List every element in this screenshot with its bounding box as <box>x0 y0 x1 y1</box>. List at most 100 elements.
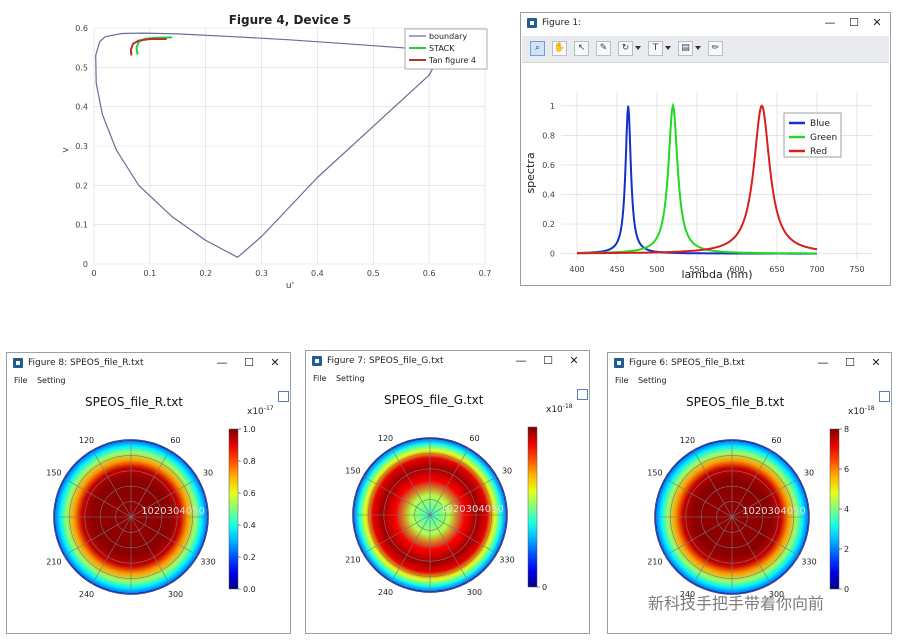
polar-title: SPEOS_file_B.txt <box>686 395 785 409</box>
figure4-canvas: 0 0.1 0.2 0.3 0.4 0.5 0.6 0.7 0 0.1 0.2 0.3 0.4 0.5 0.… <box>61 13 492 291</box>
polar-grid-spoke <box>429 514 497 554</box>
fig1-ytick: 0.6 <box>542 161 555 170</box>
colorbar-tick-label: 0 <box>844 585 849 594</box>
figure6-window[interactable]: Figure 6: SPEOS_file_B.txt — ☐ ✕ File Se… <box>607 352 892 634</box>
minimize-button[interactable]: — <box>824 16 836 29</box>
figure1-xlabel: lambda (nm) <box>682 268 753 281</box>
colorbar-multiplier: x10-17 <box>247 405 274 417</box>
fig4-xtick: 0.6 <box>423 269 436 278</box>
polar-angle-label: 60 <box>170 436 180 445</box>
colorbar-tick-label: 0.4 <box>243 521 256 530</box>
app-icon <box>13 358 23 368</box>
zoom-icon[interactable]: ⌕ <box>530 41 545 56</box>
polar-angle-label: 120 <box>680 436 695 445</box>
rotate-icon[interactable]: ↻ <box>618 41 633 56</box>
polar-grid-spoke <box>429 476 497 516</box>
pan-icon[interactable]: ✋ <box>552 41 567 56</box>
maximize-button[interactable]: ☐ <box>244 356 254 369</box>
text-icon[interactable]: T <box>648 41 663 56</box>
brush-icon[interactable]: ✎ <box>596 41 611 56</box>
figure4-title: Figure 4, Device 5 <box>229 13 352 27</box>
polar-grid-spoke <box>130 516 198 556</box>
figure1-window[interactable]: Figure 1: — ☐ ✕ ⌕ ✋ ↖ ✎ ↻ T ▤ ✏ 400 450 50… <box>520 12 891 286</box>
insert-icon[interactable]: ▤ <box>678 41 693 56</box>
polar-angle-label: 240 <box>79 590 94 599</box>
colorbar-tick-label: 6 <box>844 465 849 474</box>
figure4-xlabel: u' <box>286 281 294 291</box>
insert-dropdown-icon[interactable] <box>695 46 701 50</box>
polar-angle-label: 150 <box>345 467 360 476</box>
figure4-legend: boundary STACK Tan figure 4 <box>404 28 488 70</box>
polar-plot: 60 30 330 300 240 210 150 120 1020304050 1.0 0.8 0.… <box>46 425 256 599</box>
fig1-xtick: 600 <box>729 265 744 274</box>
menu-file[interactable]: File <box>313 374 327 383</box>
polar-angle-label: 330 <box>499 556 514 565</box>
polar-grid-spoke <box>64 478 132 518</box>
polar-titlebar[interactable]: Figure 8: SPEOS_file_R.txt — ☐ ✕ <box>7 353 290 375</box>
close-button[interactable]: ✕ <box>270 356 280 369</box>
polar-grid-spoke <box>363 514 431 554</box>
polar-grid-spoke <box>429 514 469 582</box>
menu-setting[interactable]: Setting <box>36 376 66 385</box>
text-dropdown-icon[interactable] <box>665 46 671 50</box>
figure8-window[interactable]: Figure 8: SPEOS_file_R.txt — ☐ ✕ File Se… <box>6 352 291 634</box>
pencil-icon[interactable]: ✏ <box>708 41 723 56</box>
polar-angle-label: 210 <box>647 558 662 567</box>
fig1-xtick: 400 <box>569 265 584 274</box>
polar-radial-labels: 1020304050 <box>742 506 806 517</box>
menu-setting[interactable]: Setting <box>335 374 365 383</box>
figure1-window-title: Figure 1: <box>542 18 582 28</box>
maximize-button[interactable]: ☐ <box>845 356 855 369</box>
polar-grid-spoke <box>92 516 132 584</box>
menu-file[interactable]: File <box>14 376 28 385</box>
figure1-canvas: 400 450 500 550 600 650 700 750 0 0.2 0.4 0.6 0.8 1 l… <box>524 91 873 281</box>
rotate-dropdown-icon[interactable] <box>635 46 641 50</box>
polar-angle-label: 300 <box>467 588 482 597</box>
polar-grid-spoke <box>693 516 733 584</box>
toggle-checkbox-icon[interactable] <box>879 391 890 402</box>
fig4-xtick: 0.4 <box>311 269 324 278</box>
maximize-button[interactable]: ☐ <box>849 16 859 29</box>
minimize-button[interactable]: — <box>817 356 829 369</box>
colorbar-tick-label: 0 <box>542 583 547 592</box>
close-button[interactable]: ✕ <box>569 354 579 367</box>
colorbar <box>829 428 840 590</box>
pointer-icon[interactable]: ↖ <box>574 41 589 56</box>
polar-grid-spoke <box>693 450 733 518</box>
fig4-ytick: 0.4 <box>75 103 88 112</box>
colorbar-tick-label: 4 <box>844 505 849 514</box>
polar-window-title: Figure 6: SPEOS_file_B.txt <box>629 358 745 368</box>
polar-titlebar[interactable]: Figure 7: SPEOS_file_G.txt — ☐ ✕ <box>306 351 589 373</box>
colorbar-tick-label: 0.0 <box>243 585 256 594</box>
polar-menubar: File Setting <box>306 374 365 388</box>
polar-window-title: Figure 7: SPEOS_file_G.txt <box>327 356 444 366</box>
polar-grid-spoke <box>731 516 799 556</box>
polar-grid-spoke <box>731 450 771 518</box>
minimize-button[interactable]: — <box>515 354 527 367</box>
close-button[interactable]: ✕ <box>872 16 882 29</box>
polar-title: SPEOS_file_G.txt <box>384 393 484 407</box>
polar-grid-spoke <box>92 450 132 518</box>
fig1-xtick: 450 <box>609 265 624 274</box>
fig4-xtick: 0.2 <box>199 269 212 278</box>
close-button[interactable]: ✕ <box>871 356 881 369</box>
colorbar-tick-label: 0.2 <box>243 553 256 562</box>
polar-angle-label: 120 <box>79 436 94 445</box>
polar-titlebar[interactable]: Figure 6: SPEOS_file_B.txt — ☐ ✕ <box>608 353 891 375</box>
menu-file[interactable]: File <box>615 376 629 385</box>
maximize-button[interactable]: ☐ <box>543 354 553 367</box>
fig1-ytick: 1 <box>550 102 555 111</box>
fig1-series-red <box>577 104 818 255</box>
figure7-window[interactable]: Figure 7: SPEOS_file_G.txt — ☐ ✕ File Se… <box>305 350 590 634</box>
minimize-button[interactable]: — <box>216 356 228 369</box>
menu-setting[interactable]: Setting <box>637 376 667 385</box>
fig4-xtick: 0.7 <box>479 269 492 278</box>
fig4-xtick: 0.3 <box>255 269 268 278</box>
toggle-checkbox-icon[interactable] <box>278 391 289 402</box>
legend-green: Green <box>810 133 837 143</box>
polar-grid-spoke <box>64 516 132 556</box>
figure1-titlebar[interactable]: Figure 1: — ☐ ✕ <box>521 13 890 35</box>
toggle-checkbox-icon[interactable] <box>577 389 588 400</box>
colorbar-tick-label: 0.6 <box>243 489 256 498</box>
polar-angle-label: 300 <box>769 590 784 599</box>
